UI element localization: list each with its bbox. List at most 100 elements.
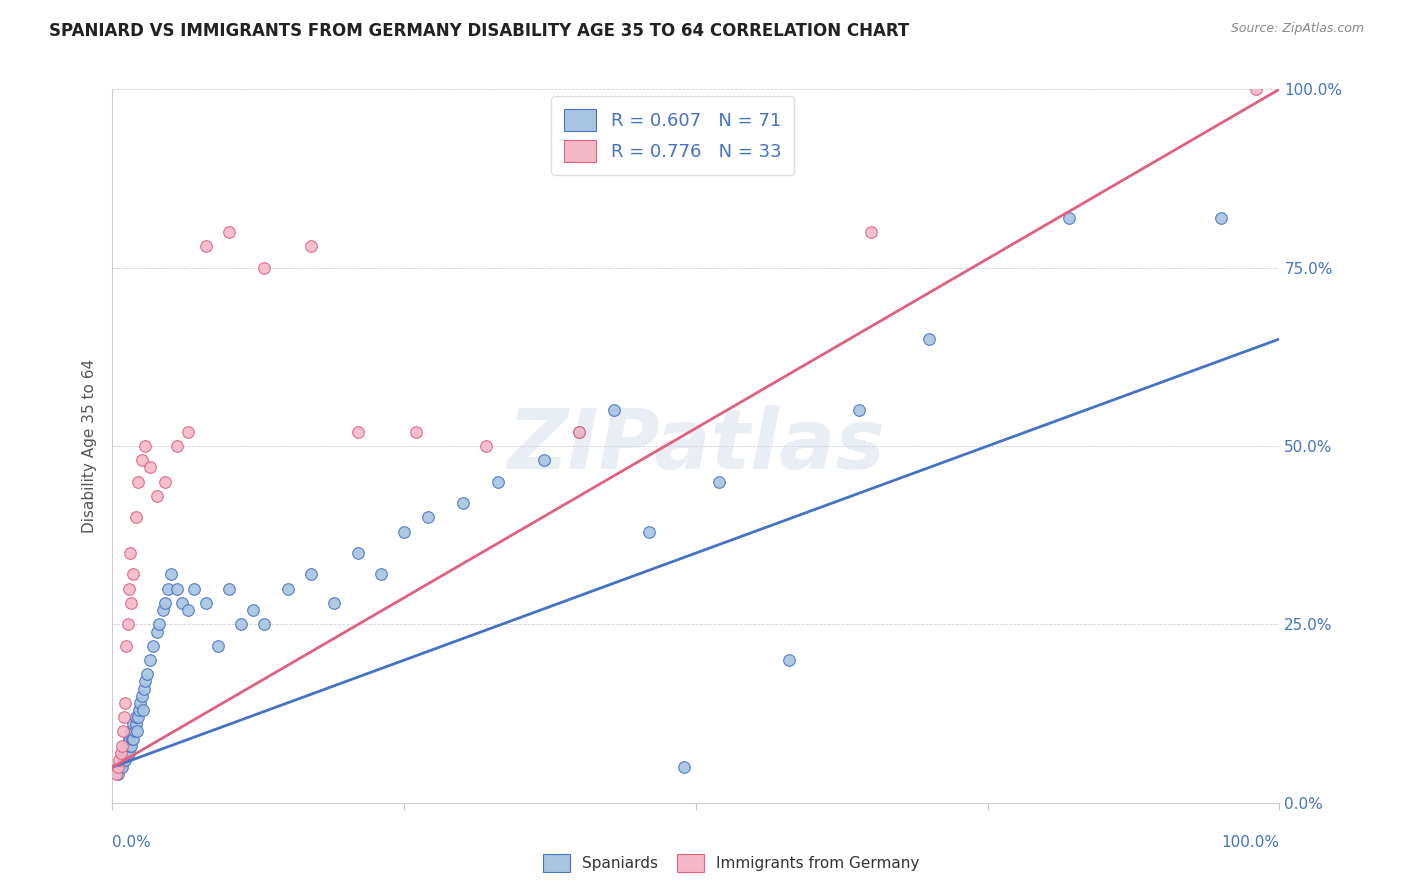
Point [152,603,174,617]
Point [148,617,170,632]
Point [124,724,146,739]
Point [118,731,141,746]
Point [122,731,145,746]
Point [673,760,696,774]
Point [346,425,368,439]
Point [177,425,200,439]
Point [132,703,155,717]
Point [533,453,555,467]
Text: ZIPatlas: ZIPatlas [508,406,884,486]
Point [370,567,392,582]
Point [121,724,143,739]
Point [111,724,134,739]
Point [253,260,276,275]
Text: Source: ZipAtlas.com: Source: ZipAtlas.com [1230,22,1364,36]
Point [120,724,142,739]
Point [860,225,883,239]
Point [114,753,136,767]
Point [299,239,322,253]
Point [117,746,139,760]
Point [638,524,661,539]
Point [153,596,176,610]
Point [131,689,153,703]
Point [486,475,509,489]
Point [146,489,169,503]
Point [134,674,156,689]
Point [117,617,139,632]
Point [125,510,148,524]
Point [142,639,165,653]
Point [166,439,188,453]
Point [207,639,229,653]
Point [177,603,200,617]
Point [122,717,145,731]
Point [475,439,498,453]
Point [299,567,322,582]
Point [112,710,135,724]
Point [107,767,129,781]
Point [568,425,591,439]
Point [125,717,148,731]
Point [115,639,138,653]
Text: SPANIARD VS IMMIGRANTS FROM GERMANY DISABILITY AGE 35 TO 64 CORRELATION CHART: SPANIARD VS IMMIGRANTS FROM GERMANY DISA… [49,22,910,40]
Point [118,546,141,560]
Point [405,425,427,439]
Point [157,582,180,596]
Point [131,453,153,467]
Point [323,596,346,610]
Point [194,239,217,253]
Point [416,510,439,524]
Point [111,739,134,753]
Point [778,653,800,667]
Point [127,710,149,724]
Text: 0.0%: 0.0% [112,835,152,850]
Point [218,225,240,239]
Point [276,582,298,596]
Point [110,760,132,774]
Point [153,475,176,489]
Point [104,767,127,781]
Point [146,624,169,639]
Point [120,739,142,753]
Point [242,603,264,617]
Point [346,546,368,560]
Point [118,746,141,760]
Point [139,460,162,475]
Legend: Spaniards, Immigrants from Germany: Spaniards, Immigrants from Germany [534,846,928,880]
Point [117,739,139,753]
Point [125,724,148,739]
Point [603,403,626,417]
Point [118,739,141,753]
Point [1209,211,1232,225]
Point [194,596,217,610]
Point [139,653,162,667]
Point [129,696,152,710]
Point [111,753,134,767]
Text: 100.0%: 100.0% [1222,835,1279,850]
Point [118,731,141,746]
Point [128,703,150,717]
Point [166,582,188,596]
Point [918,332,941,346]
Point [114,696,136,710]
Point [115,746,138,760]
Point [568,425,591,439]
Point [218,582,240,596]
Point [121,731,143,746]
Point [120,596,142,610]
Point [1059,211,1081,225]
Point [451,496,474,510]
Point [229,617,252,632]
Legend: R = 0.607   N = 71, R = 0.776   N = 33: R = 0.607 N = 71, R = 0.776 N = 33 [551,96,794,175]
Point [136,667,159,681]
Point [160,567,183,582]
Point [111,760,134,774]
Point [122,567,145,582]
Point [108,753,131,767]
Point [183,582,205,596]
Point [394,524,416,539]
Point [125,710,148,724]
Point [115,739,138,753]
Point [107,760,129,774]
Point [127,475,149,489]
